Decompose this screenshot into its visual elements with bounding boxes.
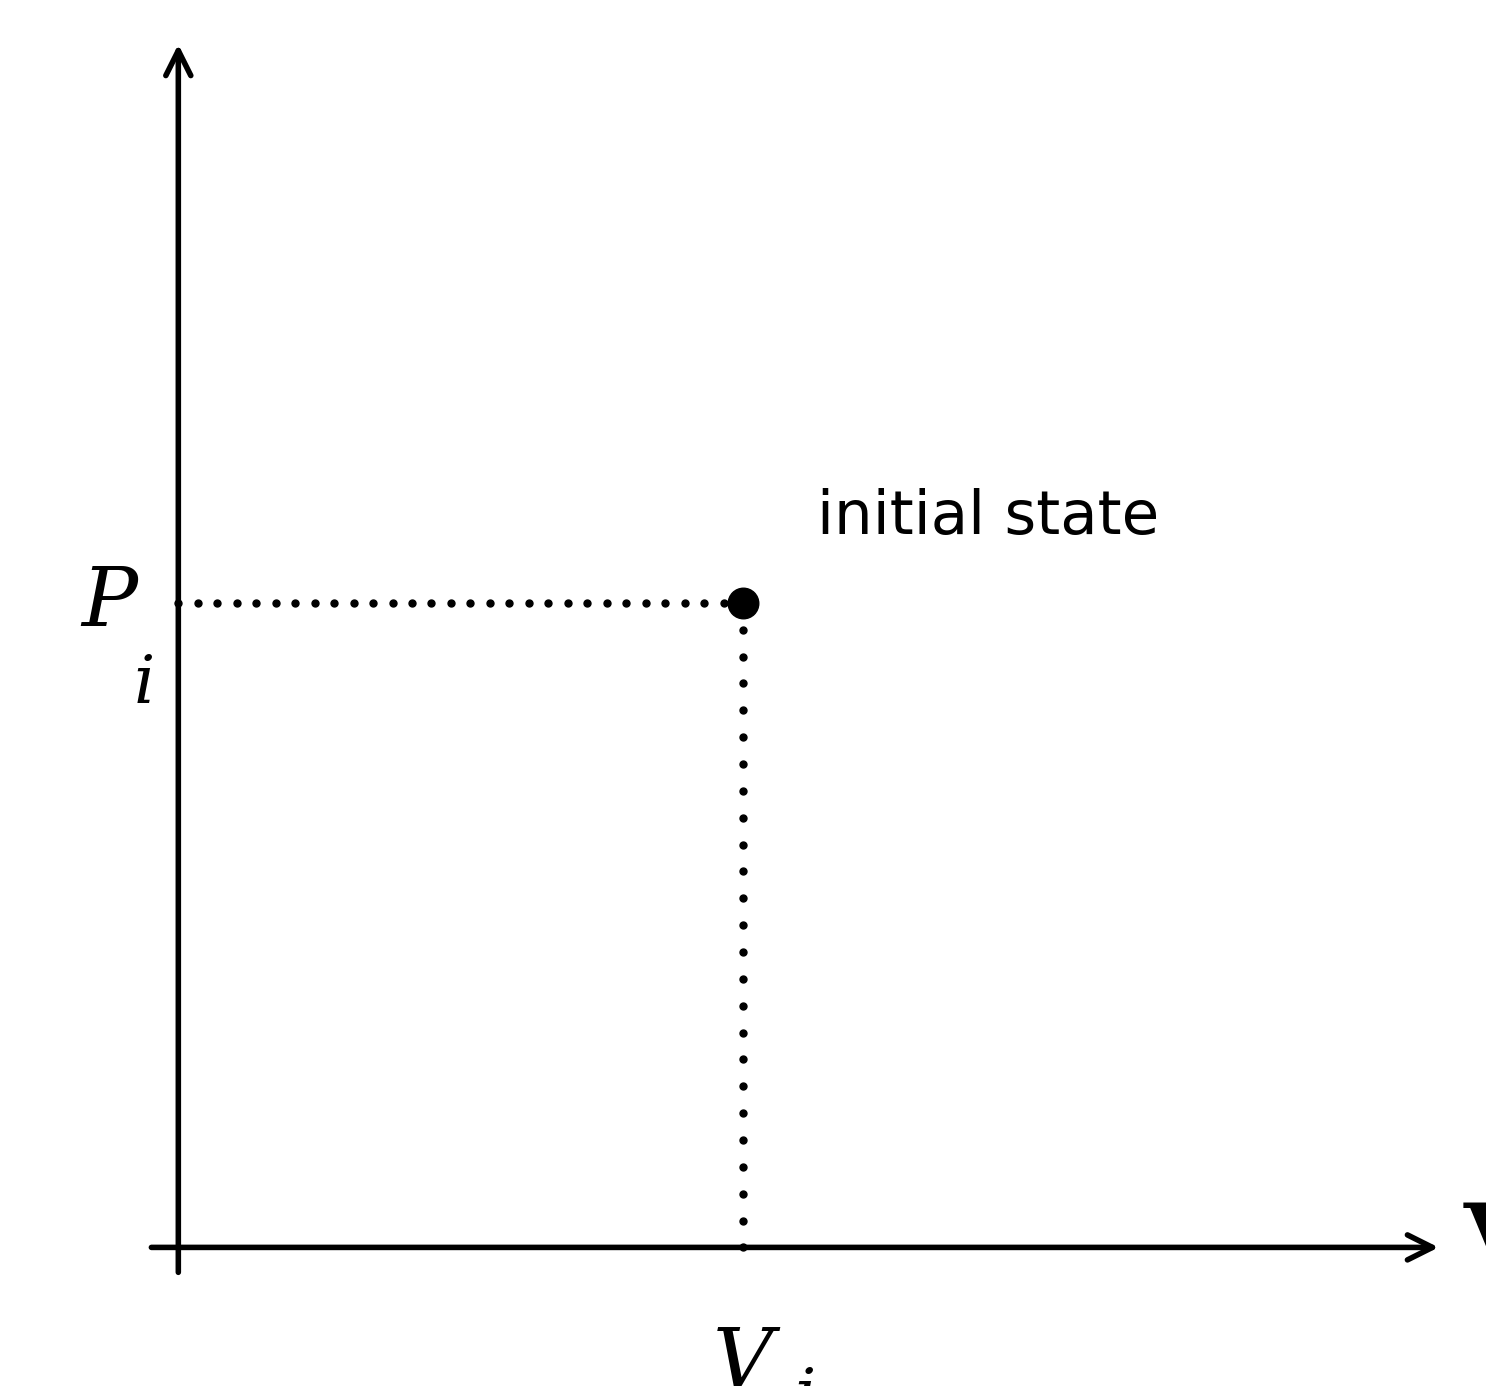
Text: P: P — [141, 0, 215, 7]
Text: P: P — [82, 563, 138, 643]
Text: i: i — [134, 651, 155, 717]
Text: V: V — [713, 1324, 773, 1386]
Text: i: i — [795, 1365, 816, 1386]
Text: V: V — [1464, 1199, 1486, 1296]
Text: initial state: initial state — [817, 488, 1159, 547]
